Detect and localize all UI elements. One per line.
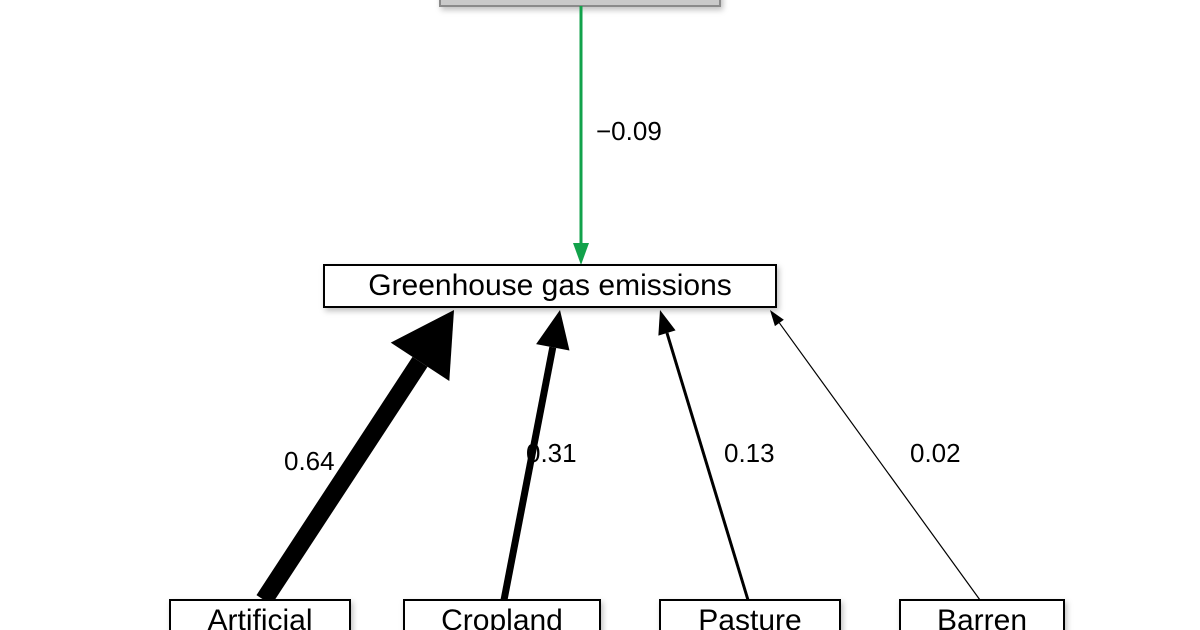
node-ghg-label: Greenhouse gas emissions [368, 269, 732, 302]
edge-top_to_ghg [573, 6, 589, 265]
node-pasture: Pasture [660, 600, 840, 630]
edge-label-cropland_to_ghg: 0.31 [526, 438, 577, 468]
edge-label-barren_to_ghg: 0.02 [910, 438, 961, 468]
node-pasture-label: Pasture [698, 604, 801, 630]
node-cropland-label: Cropland [441, 604, 563, 630]
path-diagram: Greenhouse gas emissions Artificial Crop… [0, 0, 1200, 630]
node-barren-label: Barren [937, 604, 1027, 630]
node-artificial-label: Artificial [207, 604, 312, 630]
edge-label-artificial_to_ghg: 0.64 [284, 446, 335, 476]
edge-label-pasture_to_ghg: 0.13 [724, 438, 775, 468]
node-top-clipped [440, 0, 720, 6]
node-cropland: Cropland [404, 600, 600, 630]
node-artificial: Artificial [170, 600, 350, 630]
node-barren: Barren [900, 600, 1064, 630]
node-ghg: Greenhouse gas emissions [324, 265, 776, 307]
edge-label-top_to_ghg: −0.09 [596, 116, 662, 146]
